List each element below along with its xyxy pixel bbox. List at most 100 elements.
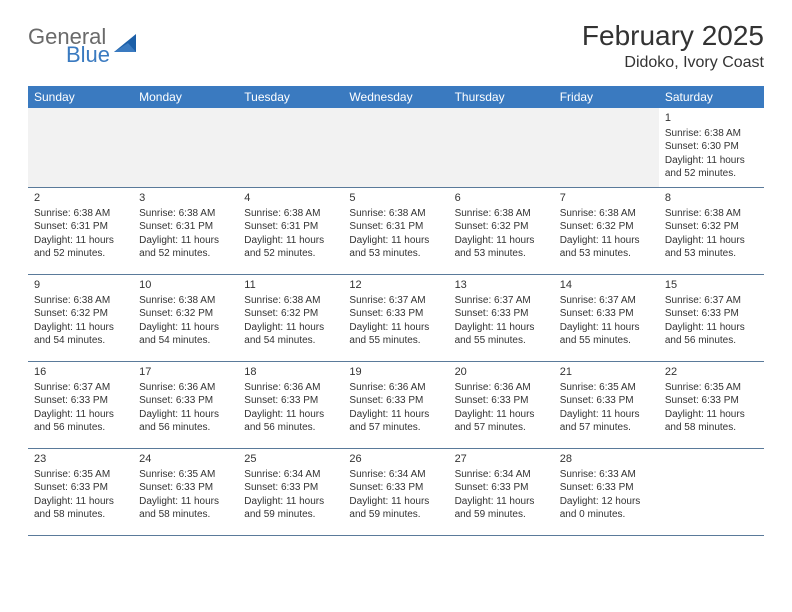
daylight-text: Daylight: 11 hours and 57 minutes. — [349, 408, 442, 435]
location: Didoko, Ivory Coast — [582, 54, 764, 72]
sunset-text: Sunset: 6:33 PM — [560, 481, 653, 495]
sunrise-text: Sunrise: 6:35 AM — [34, 468, 127, 482]
day-number: 2 — [34, 191, 127, 206]
day-cell: 18Sunrise: 6:36 AMSunset: 6:33 PMDayligh… — [238, 362, 343, 448]
sunrise-text: Sunrise: 6:36 AM — [349, 381, 442, 395]
day-number: 11 — [244, 278, 337, 293]
sunrise-text: Sunrise: 6:38 AM — [560, 207, 653, 221]
daylight-text: Daylight: 11 hours and 54 minutes. — [34, 321, 127, 348]
day-cell: 7Sunrise: 6:38 AMSunset: 6:32 PMDaylight… — [554, 188, 659, 274]
day-number: 12 — [349, 278, 442, 293]
daylight-text: Daylight: 11 hours and 56 minutes. — [244, 408, 337, 435]
week-row: 9Sunrise: 6:38 AMSunset: 6:32 PMDaylight… — [28, 275, 764, 362]
daylight-text: Daylight: 11 hours and 56 minutes. — [139, 408, 232, 435]
day-cell: 28Sunrise: 6:33 AMSunset: 6:33 PMDayligh… — [554, 449, 659, 535]
sunrise-text: Sunrise: 6:38 AM — [139, 207, 232, 221]
daylight-text: Daylight: 11 hours and 53 minutes. — [560, 234, 653, 261]
day-number: 17 — [139, 365, 232, 380]
daylight-text: Daylight: 11 hours and 57 minutes. — [560, 408, 653, 435]
day-cell: 21Sunrise: 6:35 AMSunset: 6:33 PMDayligh… — [554, 362, 659, 448]
weekday-label: Friday — [554, 86, 659, 108]
sunset-text: Sunset: 6:32 PM — [665, 220, 758, 234]
day-cell: 6Sunrise: 6:38 AMSunset: 6:32 PMDaylight… — [449, 188, 554, 274]
day-number: 10 — [139, 278, 232, 293]
daylight-text: Daylight: 11 hours and 56 minutes. — [665, 321, 758, 348]
day-cell: 8Sunrise: 6:38 AMSunset: 6:32 PMDaylight… — [659, 188, 764, 274]
sunset-text: Sunset: 6:33 PM — [560, 307, 653, 321]
day-cell: 27Sunrise: 6:34 AMSunset: 6:33 PMDayligh… — [449, 449, 554, 535]
weekday-label: Saturday — [659, 86, 764, 108]
day-cell — [343, 108, 448, 187]
day-cell: 22Sunrise: 6:35 AMSunset: 6:33 PMDayligh… — [659, 362, 764, 448]
sunset-text: Sunset: 6:33 PM — [455, 307, 548, 321]
daylight-text: Daylight: 11 hours and 52 minutes. — [665, 154, 758, 181]
sunrise-text: Sunrise: 6:34 AM — [455, 468, 548, 482]
day-cell — [659, 449, 764, 535]
day-number: 6 — [455, 191, 548, 206]
weekday-label: Monday — [133, 86, 238, 108]
sunrise-text: Sunrise: 6:37 AM — [34, 381, 127, 395]
sunset-text: Sunset: 6:31 PM — [349, 220, 442, 234]
sunrise-text: Sunrise: 6:38 AM — [139, 294, 232, 308]
sunrise-text: Sunrise: 6:35 AM — [139, 468, 232, 482]
sunset-text: Sunset: 6:31 PM — [244, 220, 337, 234]
day-number: 21 — [560, 365, 653, 380]
day-number: 22 — [665, 365, 758, 380]
daylight-text: Daylight: 11 hours and 53 minutes. — [455, 234, 548, 261]
header: General Blue February 2025 Didoko, Ivory… — [0, 0, 792, 80]
day-number: 19 — [349, 365, 442, 380]
daylight-text: Daylight: 11 hours and 53 minutes. — [665, 234, 758, 261]
sunrise-text: Sunrise: 6:37 AM — [665, 294, 758, 308]
weekday-label: Thursday — [449, 86, 554, 108]
day-cell: 25Sunrise: 6:34 AMSunset: 6:33 PMDayligh… — [238, 449, 343, 535]
day-cell — [28, 108, 133, 187]
sunset-text: Sunset: 6:33 PM — [455, 394, 548, 408]
weeks-container: 1Sunrise: 6:38 AMSunset: 6:30 PMDaylight… — [28, 108, 764, 536]
daylight-text: Daylight: 11 hours and 53 minutes. — [349, 234, 442, 261]
brand-logo: General Blue — [28, 26, 140, 66]
sunset-text: Sunset: 6:33 PM — [455, 481, 548, 495]
day-number: 15 — [665, 278, 758, 293]
day-number: 3 — [139, 191, 232, 206]
sunset-text: Sunset: 6:33 PM — [560, 394, 653, 408]
sunset-text: Sunset: 6:32 PM — [455, 220, 548, 234]
sunrise-text: Sunrise: 6:38 AM — [665, 127, 758, 141]
sunrise-text: Sunrise: 6:34 AM — [244, 468, 337, 482]
weekday-label: Wednesday — [343, 86, 448, 108]
day-number: 24 — [139, 452, 232, 467]
sunrise-text: Sunrise: 6:36 AM — [139, 381, 232, 395]
day-cell: 9Sunrise: 6:38 AMSunset: 6:32 PMDaylight… — [28, 275, 133, 361]
sunrise-text: Sunrise: 6:38 AM — [349, 207, 442, 221]
day-number: 4 — [244, 191, 337, 206]
sunset-text: Sunset: 6:33 PM — [34, 481, 127, 495]
day-cell: 4Sunrise: 6:38 AMSunset: 6:31 PMDaylight… — [238, 188, 343, 274]
daylight-text: Daylight: 11 hours and 52 minutes. — [244, 234, 337, 261]
day-number: 23 — [34, 452, 127, 467]
day-cell — [238, 108, 343, 187]
sunset-text: Sunset: 6:32 PM — [139, 307, 232, 321]
weekday-label: Sunday — [28, 86, 133, 108]
sunset-text: Sunset: 6:33 PM — [665, 394, 758, 408]
logo-triangle-icon — [114, 32, 140, 61]
day-number: 7 — [560, 191, 653, 206]
day-cell: 14Sunrise: 6:37 AMSunset: 6:33 PMDayligh… — [554, 275, 659, 361]
sunset-text: Sunset: 6:30 PM — [665, 140, 758, 154]
weekday-header-row: Sunday Monday Tuesday Wednesday Thursday… — [28, 86, 764, 108]
sunrise-text: Sunrise: 6:36 AM — [244, 381, 337, 395]
daylight-text: Daylight: 11 hours and 55 minutes. — [349, 321, 442, 348]
calendar: Sunday Monday Tuesday Wednesday Thursday… — [28, 86, 764, 536]
daylight-text: Daylight: 12 hours and 0 minutes. — [560, 495, 653, 522]
day-cell: 23Sunrise: 6:35 AMSunset: 6:33 PMDayligh… — [28, 449, 133, 535]
day-cell: 5Sunrise: 6:38 AMSunset: 6:31 PMDaylight… — [343, 188, 448, 274]
day-number: 13 — [455, 278, 548, 293]
sunrise-text: Sunrise: 6:37 AM — [560, 294, 653, 308]
sunset-text: Sunset: 6:33 PM — [665, 307, 758, 321]
sunrise-text: Sunrise: 6:36 AM — [455, 381, 548, 395]
sunset-text: Sunset: 6:33 PM — [34, 394, 127, 408]
day-cell: 26Sunrise: 6:34 AMSunset: 6:33 PMDayligh… — [343, 449, 448, 535]
sunrise-text: Sunrise: 6:35 AM — [560, 381, 653, 395]
sunrise-text: Sunrise: 6:33 AM — [560, 468, 653, 482]
sunrise-text: Sunrise: 6:38 AM — [34, 207, 127, 221]
sunrise-text: Sunrise: 6:38 AM — [244, 207, 337, 221]
sunset-text: Sunset: 6:33 PM — [244, 394, 337, 408]
